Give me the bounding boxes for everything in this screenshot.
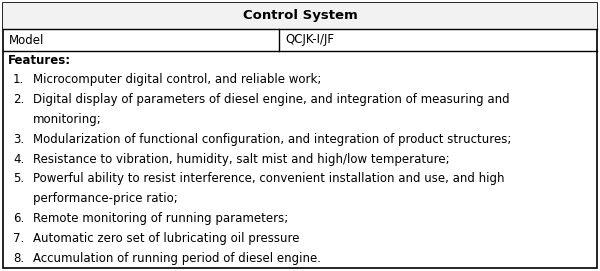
Text: 8.: 8. xyxy=(13,251,24,264)
Text: Digital display of parameters of diesel engine, and integration of measuring and: Digital display of parameters of diesel … xyxy=(33,93,509,106)
Text: 7.: 7. xyxy=(13,232,24,245)
Text: Model: Model xyxy=(9,34,44,47)
Text: Remote monitoring of running parameters;: Remote monitoring of running parameters; xyxy=(33,212,288,225)
Text: Automatic zero set of lubricating oil pressure: Automatic zero set of lubricating oil pr… xyxy=(33,232,299,245)
Text: 6.: 6. xyxy=(13,212,24,225)
Text: Features:: Features: xyxy=(8,54,71,67)
Text: monitoring;: monitoring; xyxy=(33,113,102,126)
Bar xyxy=(3,3,597,29)
Text: Modularization of functional configuration, and integration of product structure: Modularization of functional configurati… xyxy=(33,133,511,146)
Text: Powerful ability to resist interference, convenient installation and use, and hi: Powerful ability to resist interference,… xyxy=(33,172,505,185)
Text: 5.: 5. xyxy=(13,172,24,185)
Text: 3.: 3. xyxy=(13,133,24,146)
Text: 1.: 1. xyxy=(13,73,24,86)
Text: Control System: Control System xyxy=(242,9,358,22)
Text: Microcomputer digital control, and reliable work;: Microcomputer digital control, and relia… xyxy=(33,73,322,86)
Text: QCJK-I/JF: QCJK-I/JF xyxy=(285,34,334,47)
Text: 2.: 2. xyxy=(13,93,24,106)
Text: performance-price ratio;: performance-price ratio; xyxy=(33,192,178,205)
Text: 4.: 4. xyxy=(13,153,24,166)
Text: Resistance to vibration, humidity, salt mist and high/low temperature;: Resistance to vibration, humidity, salt … xyxy=(33,153,449,166)
Text: Accumulation of running period of diesel engine.: Accumulation of running period of diesel… xyxy=(33,251,321,264)
